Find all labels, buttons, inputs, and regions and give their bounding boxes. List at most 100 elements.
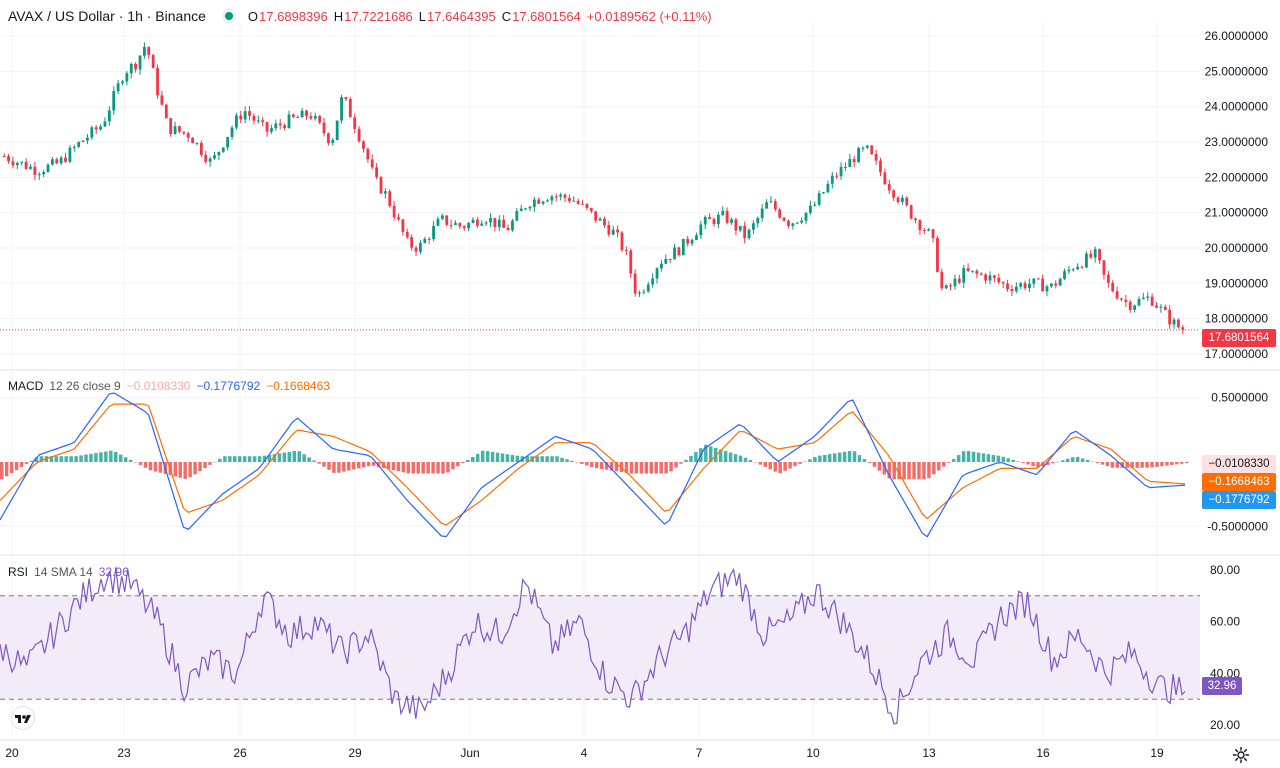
macd-histogram-bar [74, 456, 78, 462]
candle-body [388, 191, 392, 206]
candle-body [300, 110, 304, 118]
macd-histogram-bar [312, 460, 316, 462]
macd-histogram-bar [173, 462, 178, 477]
candle-body [160, 95, 164, 105]
macd-histogram-bar [887, 462, 891, 479]
candle-body [695, 235, 698, 240]
candle-body [248, 111, 251, 116]
candle-body [738, 225, 742, 231]
macd-histogram-bar [332, 462, 336, 473]
time-tick-label: 13 [922, 746, 936, 760]
candle-body [852, 159, 856, 163]
candle-body [760, 208, 764, 218]
macd-histogram-bar [1016, 461, 1020, 462]
tradingview-logo-icon[interactable] [8, 706, 38, 730]
macd-histogram-bar [570, 460, 574, 462]
macd-histogram-bar [713, 447, 718, 462]
price-tick-label: 26.0000000 [1205, 29, 1269, 43]
candle-body [506, 227, 510, 231]
candle-body [927, 229, 931, 231]
axes: 26.0000000 25.0000000 24.0000000 23.0000000… [5, 29, 1268, 760]
candle-body [121, 81, 124, 84]
macd-histogram-bar [1155, 462, 1159, 467]
candle-body [313, 115, 317, 119]
symbol-title[interactable]: AVAX / US Dollar · 1h · Binance [8, 8, 206, 24]
candle-body [1045, 286, 1049, 292]
candle-body [383, 191, 387, 194]
macd-histogram-bar [882, 462, 887, 475]
macd-histogram-bar [1085, 459, 1090, 462]
candle-body [984, 274, 988, 281]
change-value: +0.0189562 (+0.11%) [586, 8, 712, 24]
macd-histogram-bar [654, 462, 658, 474]
macd-histogram-bar [426, 462, 430, 474]
gear-icon[interactable] [1232, 746, 1250, 764]
candle-body [72, 146, 76, 148]
macd-histogram-bar [867, 462, 872, 463]
candle-body [462, 226, 466, 229]
macd-histogram-bar [1046, 462, 1050, 465]
macd-histogram-bar [307, 457, 311, 462]
rsi-legend[interactable]: RSI 14 SMA 14 32.96 [8, 565, 129, 579]
candle-body [24, 161, 28, 169]
eye-dot-icon[interactable] [221, 9, 236, 23]
macd-histogram-bar [818, 455, 822, 462]
macd-histogram-bar [535, 456, 539, 462]
candle-body [594, 211, 598, 221]
macd-histogram-bar [709, 446, 713, 462]
candle-body [484, 222, 488, 224]
candle-body [918, 220, 922, 231]
time-tick-label: 19 [1150, 746, 1164, 760]
rsi-pane[interactable] [0, 567, 1200, 725]
candle-body [677, 247, 681, 256]
candle-body [800, 220, 804, 223]
macd-histogram-bar [342, 462, 346, 472]
candle-body [765, 202, 768, 209]
macd-histogram-bar [624, 462, 629, 473]
candle-body [817, 193, 821, 205]
candle-body [436, 218, 440, 226]
rsi-tick-label: 20.00 [1210, 718, 1240, 732]
candle-body [37, 174, 41, 176]
macd-histogram-bar [347, 462, 351, 471]
macd-histogram-bar [981, 453, 986, 462]
candle-body [142, 46, 146, 56]
macd-pane[interactable] [0, 392, 1189, 538]
candle-body [1141, 297, 1145, 300]
candle-body [1023, 283, 1027, 289]
macd-histogram-bar [644, 462, 649, 474]
macd-hist-badge: −0.0108330 [1202, 455, 1276, 473]
macd-histogram-bar [694, 452, 698, 462]
candle-body [309, 116, 313, 119]
macd-histogram-bar [1006, 458, 1010, 462]
macd-legend[interactable]: MACD 12 26 close 9 −0.0108330 −0.1776792… [8, 379, 330, 393]
price-pane[interactable] [0, 42, 1200, 335]
candle-body [77, 142, 81, 147]
candle-body [931, 229, 935, 239]
candle-body [743, 225, 747, 239]
macd-line [0, 392, 1186, 538]
macd-histogram-bar [753, 462, 758, 463]
macd-histogram-bar [1150, 462, 1154, 468]
candle-body [900, 197, 904, 202]
candle-body [99, 126, 102, 130]
symbol-legend[interactable]: AVAX / US Dollar · 1h · Binance O 17.6898… [8, 8, 712, 24]
candle-body [620, 232, 624, 251]
candle-body [449, 224, 453, 226]
candle-body [716, 214, 720, 225]
macd-histogram-bar [1165, 462, 1169, 466]
candle-body [2, 156, 6, 158]
macd-histogram-bar [783, 462, 787, 471]
candle-body [909, 205, 913, 219]
candle-body [975, 270, 979, 274]
candle-body [182, 131, 186, 134]
macd-histogram-bar [223, 456, 227, 462]
macd-histogram-bar [436, 462, 440, 474]
macd-histogram-bar [585, 462, 589, 466]
candle-body [151, 54, 155, 69]
macd-histogram-bar [34, 457, 39, 462]
macd-histogram-bar [857, 455, 862, 462]
macd-histogram-bar [297, 451, 301, 462]
macd-histogram-bar [629, 462, 634, 474]
